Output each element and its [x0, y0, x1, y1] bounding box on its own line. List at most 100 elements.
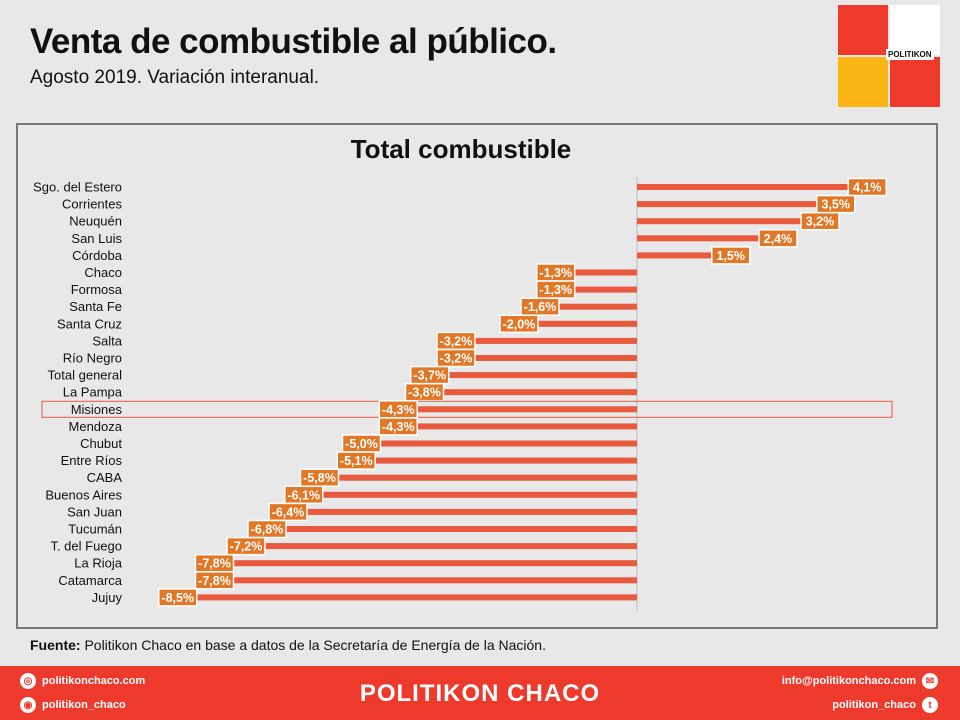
- data-label-box: [194, 571, 235, 590]
- data-label: 2,4%: [764, 232, 793, 246]
- footer-instagram-text: politikon_chaco: [42, 699, 126, 711]
- category-label: Mendoza: [69, 419, 123, 434]
- bar: [316, 491, 637, 498]
- source-label: Fuente:: [30, 637, 81, 653]
- bar: [532, 320, 637, 327]
- bar: [568, 269, 637, 276]
- data-label-box: [268, 502, 308, 522]
- category-label: Santa Cruz: [57, 316, 122, 331]
- data-label: -3,2%: [440, 334, 473, 348]
- page-subtitle: Agosto 2019. Variación interanual.: [30, 67, 320, 88]
- footer-web[interactable]: ◎ politikonchaco.com: [20, 673, 145, 689]
- category-label: Sgo. del Estero: [33, 180, 122, 195]
- category-label: Total general: [48, 368, 123, 383]
- bar: [332, 474, 637, 481]
- chart-title: Total combustible: [350, 134, 572, 164]
- category-label: Córdoba: [72, 248, 123, 263]
- data-label-box: [378, 417, 418, 436]
- bar: [369, 457, 637, 464]
- data-label: -1,3%: [539, 283, 572, 297]
- footer-email-text: info@politikonchaco.com: [781, 675, 916, 687]
- footer-bar: ◎ politikonchaco.com ◉ politikon_chaco P…: [0, 666, 960, 720]
- page-title: Venta de combustible al público.: [30, 22, 557, 61]
- bar: [374, 440, 637, 447]
- category-label: Entre Ríos: [61, 453, 123, 468]
- category-label: Chaco: [84, 265, 122, 280]
- category-label: Catamarca: [58, 573, 122, 588]
- logo-text: POLITIKON: [886, 49, 934, 60]
- bar: [442, 372, 637, 379]
- bar: [637, 184, 853, 190]
- data-label: -1,6%: [524, 300, 557, 314]
- data-label: -5,0%: [345, 437, 378, 451]
- category-label: Tucumán: [68, 522, 122, 537]
- category-label: Jujuy: [92, 590, 123, 605]
- bar: [280, 526, 637, 532]
- bar: [568, 286, 637, 293]
- category-label: CABA: [87, 470, 123, 485]
- source-note: Fuente: Politikon Chaco en base a datos …: [30, 637, 546, 653]
- data-label: -4,3%: [382, 420, 415, 434]
- bar: [469, 355, 637, 361]
- category-label: San Luis: [71, 231, 122, 246]
- data-label: -6,8%: [251, 523, 284, 537]
- source-text: Politikon Chaco en base a datos de la Se…: [80, 637, 546, 653]
- data-label: 4,1%: [853, 181, 882, 195]
- data-label-box: [158, 588, 198, 607]
- footer-twitter-text: politikon_chaco: [832, 699, 916, 711]
- data-label-box: [226, 536, 266, 556]
- data-label-box: [711, 246, 751, 265]
- data-label-box: [436, 348, 476, 368]
- category-label: Chubut: [80, 436, 122, 451]
- data-label: 1,5%: [717, 249, 746, 263]
- footer-twitter[interactable]: politikon_chaco t: [832, 697, 938, 713]
- category-label: La Pampa: [63, 385, 123, 400]
- twitter-icon: t: [922, 697, 938, 713]
- data-label: -7,2%: [230, 540, 263, 554]
- bar: [190, 594, 637, 601]
- category-label: Corrientes: [62, 197, 122, 212]
- bar: [637, 218, 805, 225]
- data-label-box: [499, 314, 539, 334]
- category-label: Formosa: [71, 282, 123, 297]
- data-label: -8,5%: [161, 591, 194, 605]
- data-label-box: [758, 229, 798, 248]
- bar: [637, 201, 821, 208]
- politikon-logo: POLITIKON: [838, 5, 942, 107]
- bar-chart: Sgo. del Estero 4,1% Corrientes 3,5% Neuquén…: [33, 177, 893, 611]
- data-label: -3,2%: [440, 352, 473, 366]
- data-label: -6,4%: [272, 505, 305, 519]
- data-label: -2,0%: [503, 317, 536, 331]
- bar: [553, 303, 637, 310]
- data-label: -5,1%: [340, 454, 373, 468]
- category-label: Misiones: [71, 402, 123, 417]
- data-label: -3,7%: [413, 369, 446, 383]
- category-label: La Rioja: [74, 556, 122, 571]
- highlight-box: [41, 400, 893, 418]
- bar: [227, 577, 637, 584]
- data-label-box: [336, 451, 376, 470]
- data-label: 3,2%: [806, 215, 835, 229]
- bar: [259, 543, 637, 550]
- data-label-box: [520, 297, 560, 316]
- data-label-box: [404, 382, 445, 402]
- footer-brand: POLITIKON CHACO: [359, 680, 601, 707]
- footer-instagram[interactable]: ◉ politikon_chaco: [20, 697, 126, 713]
- data-label: -1,3%: [539, 266, 572, 280]
- globe-icon: ◎: [20, 673, 36, 689]
- data-label: -7,8%: [198, 574, 231, 588]
- chart-panel: Sgo. del Estero 4,1% Corrientes 3,5% Neuquén…: [16, 123, 938, 629]
- bar: [469, 337, 637, 344]
- data-label-box: [247, 519, 287, 539]
- category-label: Río Negro: [63, 351, 122, 366]
- bar: [637, 252, 716, 259]
- footer-email[interactable]: info@politikonchaco.com ✉: [782, 673, 938, 689]
- data-label: -5,8%: [303, 471, 336, 485]
- category-label: T. del Fuego: [50, 539, 122, 554]
- instagram-icon: ◉: [20, 697, 36, 713]
- data-label-box: [847, 177, 887, 197]
- mail-icon: ✉: [922, 673, 938, 689]
- bar: [411, 423, 637, 430]
- data-label: -7,8%: [198, 557, 231, 571]
- bar: [637, 235, 763, 242]
